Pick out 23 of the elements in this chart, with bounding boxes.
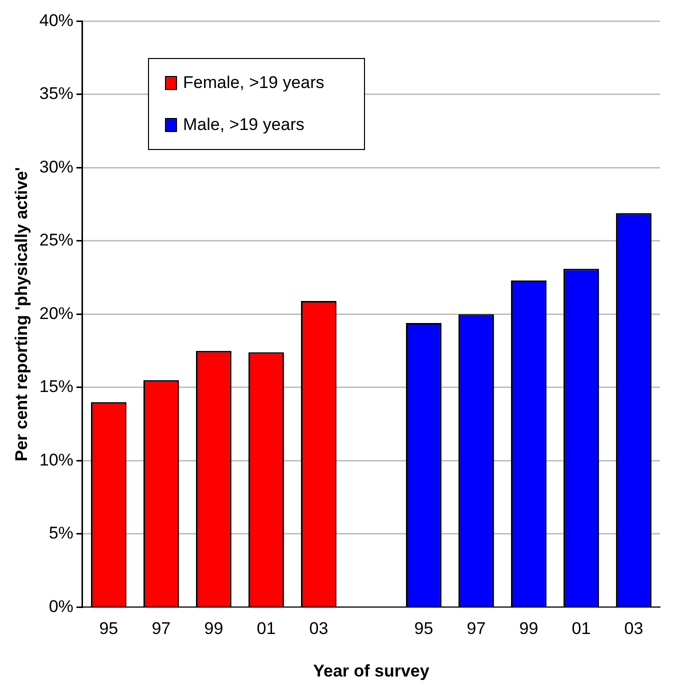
y-tick-label: 15% (39, 377, 74, 396)
legend-label: Female, >19 years (183, 73, 324, 93)
x-tick-label: 01 (572, 619, 591, 638)
x-tick-label: 95 (99, 619, 118, 638)
y-tick-label: 35% (39, 84, 74, 104)
x-tick-label: 97 (466, 619, 486, 638)
y-tick-label: 10% (39, 450, 74, 470)
x-tick-label: 97 (152, 619, 171, 638)
y-tick-label: 20% (39, 304, 74, 323)
y-tick-label: 25% (39, 230, 74, 250)
x-tick-label: 01 (256, 619, 276, 638)
y-tick-label: 0% (48, 596, 74, 616)
x-tick-label: 99 (519, 619, 538, 638)
x-tick-label: 99 (204, 619, 224, 638)
y-axis-title: Per cent reporting 'physically active' (12, 167, 31, 462)
legend-label: Male, >19 years (183, 115, 304, 135)
x-tick-label: 03 (624, 619, 644, 638)
x-tick-label: 03 (309, 619, 328, 638)
y-tick-label: 30% (39, 157, 74, 176)
y-tick-label: 5% (48, 524, 74, 543)
x-tick-label: 95 (414, 619, 434, 638)
y-tick-label: 40% (39, 10, 74, 30)
x-axis-title: Year of survey (313, 661, 430, 680)
